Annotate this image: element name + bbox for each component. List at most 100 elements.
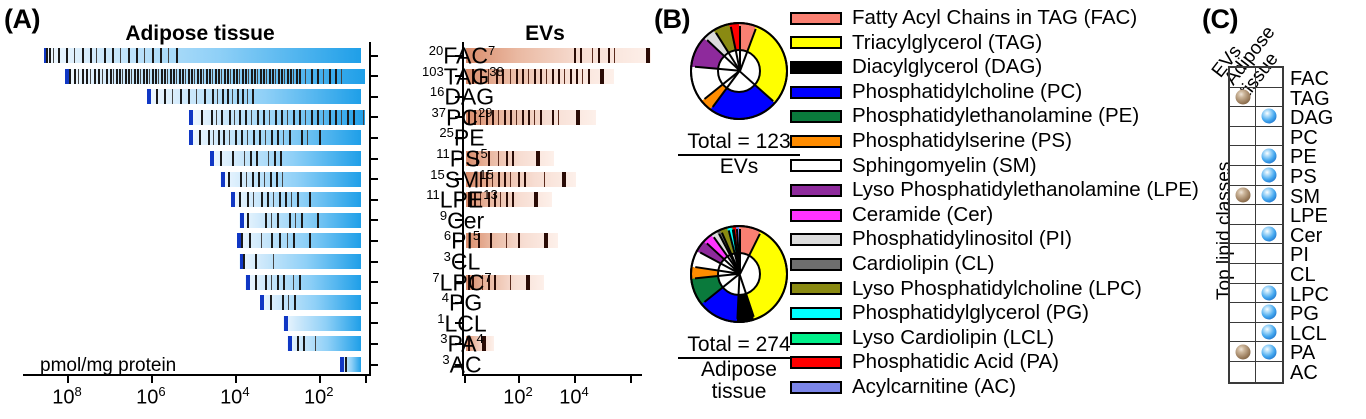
grid-cell-evs-dag[interactable] (1230, 107, 1257, 126)
grid-row-lpe (1230, 205, 1282, 225)
legend-swatch (790, 159, 842, 173)
legend-swatch (790, 380, 842, 394)
grid-cell-adipose-pc[interactable] (1256, 127, 1282, 146)
species-tick (510, 171, 511, 187)
grid-cell-evs-ac[interactable] (1230, 361, 1257, 382)
species-tick (244, 68, 247, 84)
species-tick (112, 68, 114, 84)
species-count-left: 1 (437, 310, 445, 326)
adipose-axis-tick (371, 322, 378, 325)
species-tick (133, 68, 136, 84)
grid-cell-evs-sm[interactable] (1230, 185, 1257, 205)
adipose-bar-ps (209, 151, 361, 166)
grid-cell-evs-fac[interactable] (1230, 68, 1257, 87)
species-tick (243, 254, 245, 269)
grid-cell-adipose-lpe[interactable] (1256, 205, 1282, 224)
species-tick (546, 68, 547, 84)
grid-cell-evs-pc[interactable] (1230, 126, 1257, 146)
species-tick (310, 68, 313, 84)
bar-fill (209, 151, 361, 166)
panel-c-row-label-pc: PC (1290, 126, 1318, 149)
species-tick (169, 68, 172, 84)
species-tick (259, 68, 262, 84)
species-tick (282, 171, 284, 187)
grid-cell-evs-lcl[interactable] (1230, 322, 1257, 342)
grid-cell-evs-tag[interactable] (1230, 87, 1257, 107)
species-count-right: 38 (489, 63, 504, 79)
grid-cell-adipose-tag[interactable] (1256, 88, 1282, 107)
bar-start-marker (220, 171, 225, 187)
legend-swatch (790, 233, 842, 247)
grid-cell-evs-pi[interactable] (1230, 244, 1257, 263)
species-tick (494, 274, 496, 290)
adipose-bar-fac (43, 48, 361, 63)
legend-item-lyso-phosphatidylcholine-lpc-: Lyso Phosphatidylcholine (LPC) (790, 277, 1199, 302)
grid-cell-evs-cer[interactable] (1230, 224, 1257, 244)
species-tick (362, 109, 364, 125)
species-tick (184, 68, 186, 84)
adipose-bar-pa (287, 336, 361, 352)
species-tick (264, 171, 266, 187)
grid-cell-adipose-cl[interactable] (1256, 264, 1282, 283)
species-tick (243, 151, 245, 166)
legend-swatch (790, 208, 842, 222)
grid-cell-adipose-pg[interactable] (1256, 303, 1282, 322)
grid-cell-adipose-ac[interactable] (1256, 362, 1282, 382)
row-label-cer: 9Cer (422, 209, 502, 233)
grid-cell-adipose-fac[interactable] (1256, 68, 1282, 87)
species-count-right: 7 (484, 269, 492, 285)
grid-cell-adipose-sm[interactable] (1256, 186, 1282, 205)
species-tick (221, 89, 224, 105)
species-tick (308, 192, 311, 208)
species-tick (512, 151, 514, 166)
grid-cell-adipose-pe[interactable] (1256, 146, 1282, 165)
adipose-horizontal-axis (23, 373, 371, 376)
evs-axis-tick (455, 178, 462, 181)
grid-cell-evs-ps[interactable] (1230, 165, 1257, 185)
species-tick (510, 109, 512, 125)
grid-cell-evs-pa[interactable] (1230, 342, 1257, 361)
species-tick (274, 109, 277, 125)
species-tick (558, 68, 560, 84)
grid-cell-evs-lpc[interactable] (1230, 283, 1257, 303)
adipose-bar-tag (64, 68, 365, 84)
species-tick (247, 68, 249, 84)
species-tick (328, 109, 331, 125)
adipose-marker-dot (1261, 167, 1277, 183)
grid-cell-adipose-dag[interactable] (1256, 107, 1282, 126)
species-tick (45, 48, 48, 63)
species-tick (488, 274, 490, 290)
species-tick (308, 233, 311, 249)
species-tick (282, 130, 284, 146)
grid-cell-evs-cl[interactable] (1230, 263, 1257, 283)
species-tick (293, 274, 295, 290)
species-tick (277, 212, 279, 228)
species-tick (148, 68, 150, 84)
grid-cell-adipose-pi[interactable] (1256, 244, 1282, 263)
species-tick (474, 192, 476, 208)
species-tick (195, 89, 197, 105)
grid-cell-evs-pe[interactable] (1230, 146, 1257, 165)
species-tick (171, 89, 173, 105)
legend-label: Lyso Phosphatidylethanolamine (LPE) (852, 178, 1199, 202)
species-tick (223, 68, 226, 84)
grid-cell-adipose-lcl[interactable] (1256, 323, 1282, 342)
bar-end-marker (534, 192, 538, 208)
top-lipid-classes-grid (1228, 66, 1284, 384)
grid-cell-adipose-cer[interactable] (1256, 225, 1282, 244)
evs-axis-tick (455, 322, 462, 325)
grid-cell-adipose-pa[interactable] (1256, 342, 1282, 361)
grid-cell-evs-lpe[interactable] (1230, 205, 1257, 224)
bar-start-marker (283, 315, 288, 331)
species-tick (297, 336, 300, 352)
species-tick (246, 130, 248, 146)
bar-end-marker (536, 151, 540, 166)
donut-adipose-wrap: Total = 274 Adipose tissue (678, 225, 800, 403)
grid-cell-adipose-ps[interactable] (1256, 166, 1282, 185)
species-tick (518, 233, 520, 249)
species-tick (258, 171, 261, 187)
species-tick (214, 68, 217, 84)
grid-cell-evs-pg[interactable] (1230, 303, 1257, 322)
grid-cell-adipose-lpc[interactable] (1256, 284, 1282, 303)
panel-c-row-label-sm: SM (1290, 185, 1320, 208)
